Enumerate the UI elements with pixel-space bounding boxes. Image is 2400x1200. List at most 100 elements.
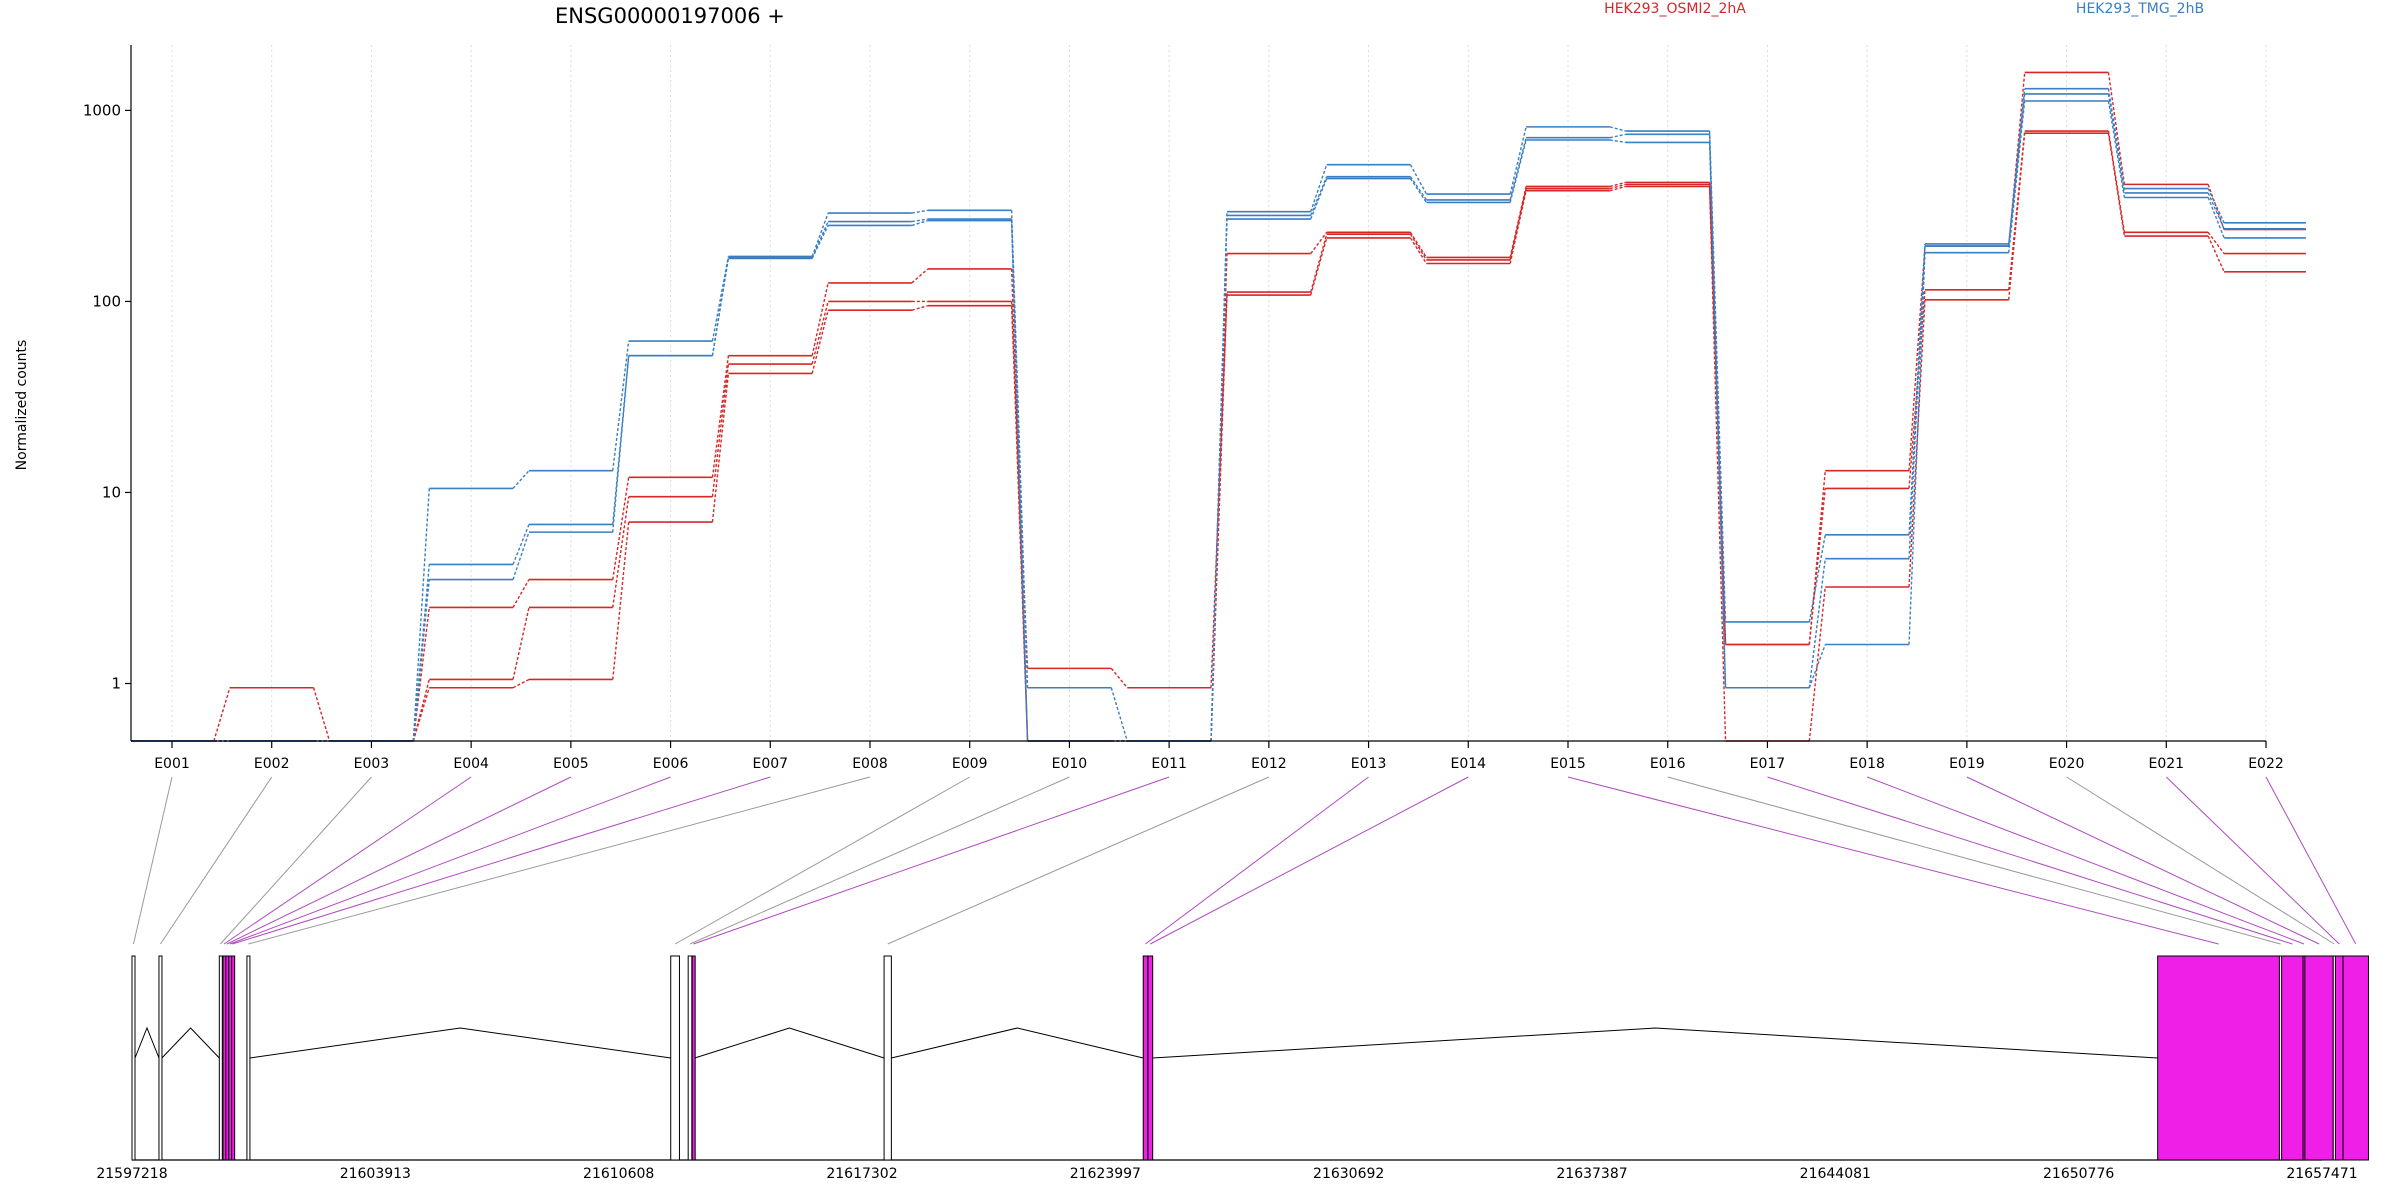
y-tick-label: 1 bbox=[111, 674, 121, 692]
data-connector bbox=[1509, 137, 1527, 201]
y-tick-label: 100 bbox=[92, 292, 121, 310]
data-connector bbox=[2008, 100, 2026, 253]
data-connector bbox=[1609, 185, 1627, 192]
data-connector bbox=[1310, 237, 1328, 296]
data-connector bbox=[811, 310, 829, 374]
intron-line bbox=[891, 1027, 1144, 1059]
x-tick-label: E003 bbox=[354, 756, 390, 772]
x-tick-label: E012 bbox=[1251, 756, 1287, 772]
series-lines bbox=[131, 71, 2306, 742]
x-tick-label: E002 bbox=[254, 756, 290, 772]
coordinate-tick-label: 21637387 bbox=[1556, 1166, 1627, 1182]
x-tick-label: E005 bbox=[553, 756, 589, 772]
data-connector bbox=[1509, 190, 1527, 264]
x-tick-label: E010 bbox=[1052, 756, 1088, 772]
chart-title: ENSG00000197006 + bbox=[555, 4, 785, 28]
exon-connector bbox=[226, 776, 572, 945]
intron-line bbox=[161, 1027, 220, 1059]
exon-connector bbox=[1567, 776, 2219, 945]
exon-connector bbox=[160, 776, 273, 945]
series-1 bbox=[131, 132, 2306, 742]
data-connector bbox=[711, 355, 730, 478]
legend-entry-osmi: HEK293_OSMI2_2hA bbox=[1604, 1, 1746, 17]
data-connector bbox=[1609, 183, 1627, 190]
data-connector bbox=[1609, 181, 1627, 188]
exon-box bbox=[158, 955, 163, 1161]
intron-line bbox=[249, 1027, 671, 1059]
x-tick-label: E007 bbox=[752, 756, 788, 772]
data-connector bbox=[412, 679, 430, 742]
data-connector bbox=[1509, 186, 1527, 258]
legend-entry-tmg: HEK293_TMG_2hB bbox=[2076, 1, 2204, 17]
coordinate-tick-label: 21617302 bbox=[826, 1166, 897, 1182]
data-connector bbox=[911, 219, 929, 227]
data-connector bbox=[512, 607, 530, 680]
data-connector bbox=[2107, 88, 2126, 189]
data-connector bbox=[2008, 88, 2026, 245]
exon-box bbox=[218, 955, 223, 1161]
data-connector bbox=[1509, 126, 1527, 195]
x-tick-label: E006 bbox=[653, 756, 689, 772]
series-5 bbox=[131, 93, 2306, 742]
data-connector bbox=[1808, 586, 1826, 742]
exon-box bbox=[2304, 955, 2334, 1161]
data-connector bbox=[1310, 164, 1328, 212]
data-connector bbox=[612, 355, 630, 533]
y-tick-label: 1000 bbox=[83, 101, 121, 119]
exon-connector bbox=[220, 776, 372, 945]
exon-connectors bbox=[133, 776, 2357, 945]
data-connector bbox=[1609, 139, 1626, 144]
exon-box bbox=[1142, 955, 1149, 1161]
exon-box bbox=[231, 955, 236, 1161]
data-connector bbox=[512, 524, 530, 565]
series-4 bbox=[131, 100, 2306, 742]
data-connector bbox=[2107, 130, 2126, 233]
data-connector bbox=[2207, 184, 2225, 230]
coordinate-tick-label: 21623997 bbox=[1070, 1166, 1141, 1182]
data-connector bbox=[1409, 231, 1427, 258]
data-connector bbox=[711, 256, 730, 342]
data-connector bbox=[412, 564, 430, 742]
exon-connector bbox=[1145, 776, 1369, 945]
data-connector bbox=[2207, 192, 2225, 230]
data-connector bbox=[312, 687, 331, 742]
data-connector bbox=[512, 470, 530, 489]
data-connector bbox=[512, 678, 530, 689]
exon-connector bbox=[2265, 776, 2357, 945]
data-connector bbox=[1908, 252, 1926, 645]
exon-connector bbox=[2165, 776, 2340, 945]
data-connector bbox=[1409, 233, 1428, 261]
data-connector bbox=[612, 521, 630, 680]
data-connector bbox=[1609, 133, 1626, 139]
x-tick-label: E016 bbox=[1650, 756, 1686, 772]
data-connector bbox=[2008, 72, 2026, 247]
exon-box bbox=[246, 955, 251, 1161]
x-tick-label: E020 bbox=[2049, 756, 2085, 772]
data-connector bbox=[811, 301, 829, 365]
data-connector bbox=[512, 579, 530, 608]
x-tick-label: E008 bbox=[852, 756, 888, 772]
exon-box bbox=[687, 955, 693, 1161]
data-connector bbox=[911, 218, 928, 223]
data-connector bbox=[2107, 100, 2126, 198]
exon-box bbox=[1147, 955, 1154, 1161]
data-connector bbox=[811, 282, 829, 356]
data-connector bbox=[1210, 253, 1228, 742]
exon-connector bbox=[1667, 776, 2281, 945]
data-connector bbox=[412, 488, 430, 742]
x-tick-label: E021 bbox=[2148, 756, 2184, 772]
exon-box bbox=[883, 955, 892, 1161]
data-connector bbox=[1310, 233, 1328, 293]
data-connector bbox=[512, 531, 530, 580]
exon-box bbox=[691, 955, 696, 1161]
data-connector bbox=[1808, 470, 1826, 645]
data-connector bbox=[1310, 178, 1328, 220]
data-connector bbox=[1110, 687, 1128, 742]
exon-connector bbox=[248, 776, 871, 945]
x-tick-label: E009 bbox=[952, 756, 988, 772]
data-connector bbox=[612, 355, 630, 525]
series-2 bbox=[131, 130, 2306, 742]
exon-connector bbox=[693, 776, 1170, 945]
data-connector bbox=[1409, 164, 1428, 195]
data-connector bbox=[811, 212, 829, 257]
